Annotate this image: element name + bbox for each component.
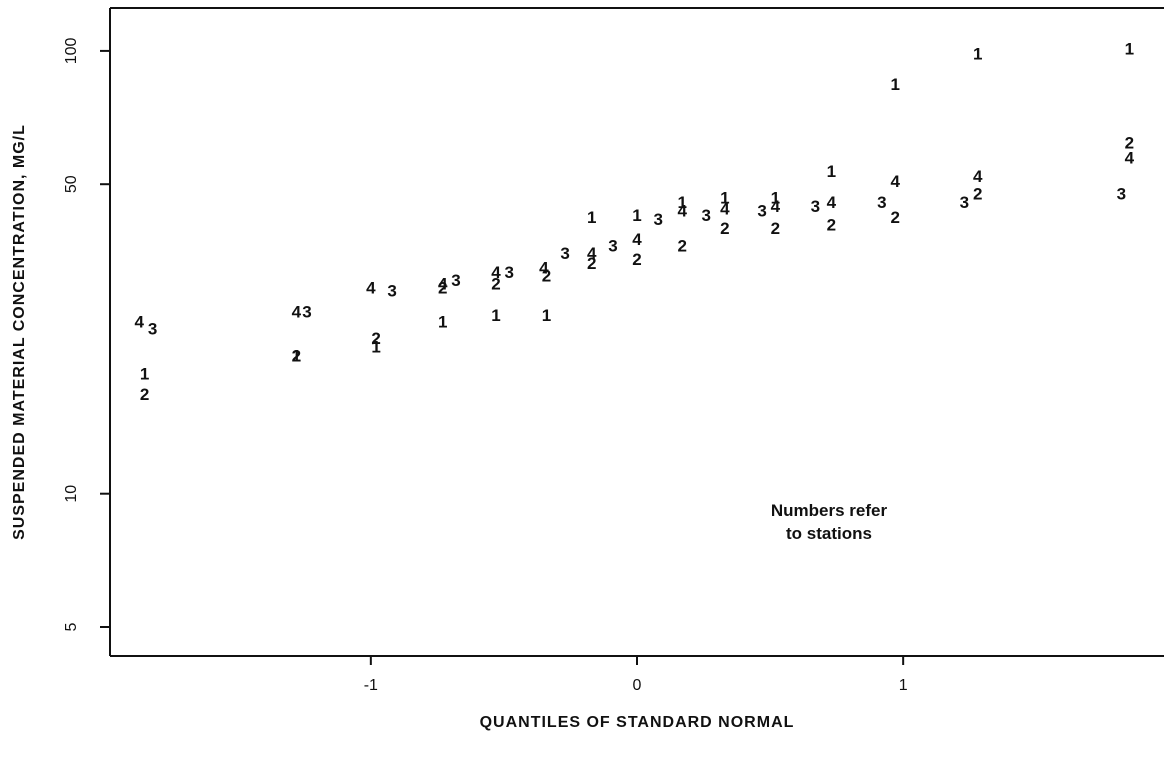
- point-station-3: 3: [302, 302, 311, 321]
- point-station-2: 2: [587, 254, 596, 273]
- point-station-1: 1: [632, 206, 641, 225]
- point-station-3: 3: [960, 193, 969, 212]
- point-station-2: 2: [438, 279, 447, 298]
- point-station-4: 4: [771, 197, 781, 216]
- point-station-1: 1: [973, 45, 982, 64]
- point-station-2: 2: [720, 219, 729, 238]
- point-station-1: 1: [587, 208, 596, 227]
- point-station-3: 3: [654, 210, 663, 229]
- point-station-3: 3: [451, 271, 460, 290]
- point-station-2: 2: [1125, 134, 1134, 153]
- point-station-2: 2: [371, 329, 380, 348]
- point-station-2: 2: [973, 184, 982, 203]
- point-station-1: 1: [890, 75, 899, 94]
- point-station-4: 4: [827, 193, 837, 212]
- point-station-4: 4: [135, 312, 145, 331]
- y-axis: 5 10 50 100: [63, 37, 110, 631]
- x-tick-label: 0: [633, 677, 642, 694]
- y-axis-title: SUSPENDED MATERIAL CONCENTRATION, MG/L: [11, 124, 28, 540]
- point-station-1: 1: [140, 364, 149, 383]
- point-station-3: 3: [877, 193, 886, 212]
- x-axis-title: QUANTILES OF STANDARD NORMAL: [480, 714, 795, 731]
- x-tick-label: 1: [899, 677, 908, 694]
- point-station-3: 3: [387, 281, 396, 300]
- point-station-4: 4: [292, 302, 302, 321]
- point-station-4: 4: [973, 167, 983, 186]
- point-station-2: 2: [140, 385, 149, 404]
- point-station-2: 2: [678, 236, 687, 255]
- point-station-2: 2: [771, 219, 780, 238]
- point-station-4: 4: [678, 202, 688, 221]
- point-station-2: 2: [827, 215, 836, 234]
- point-station-1: 1: [771, 188, 780, 207]
- point-station-1: 1: [827, 162, 836, 181]
- point-station-3: 3: [148, 320, 157, 339]
- point-station-1: 1: [371, 338, 380, 357]
- x-tick-label: -1: [364, 677, 378, 694]
- plot-frame: [109, 7, 1164, 657]
- point-station-4: 4: [587, 244, 597, 263]
- y-tick-label: 50: [63, 175, 80, 193]
- point-station-4: 4: [720, 199, 730, 218]
- point-station-4: 4: [366, 279, 376, 298]
- point-station-1: 1: [678, 193, 687, 212]
- point-station-4: 4: [1125, 148, 1135, 167]
- point-station-2: 2: [542, 267, 551, 286]
- y-tick-label: 100: [63, 37, 80, 64]
- point-station-2: 2: [632, 250, 641, 269]
- point-station-3: 3: [757, 202, 766, 221]
- point-station-1: 1: [491, 306, 500, 325]
- point-station-4: 4: [890, 172, 900, 191]
- point-station-3: 3: [560, 244, 569, 263]
- annotation-line-2: to stations: [786, 524, 872, 543]
- point-station-1: 1: [542, 306, 551, 325]
- point-station-4: 4: [539, 259, 549, 278]
- point-station-3: 3: [701, 206, 710, 225]
- point-station-3: 3: [811, 197, 820, 216]
- point-station-4: 4: [438, 275, 448, 294]
- point-station-1: 1: [292, 347, 301, 366]
- point-station-1: 1: [438, 312, 447, 331]
- annotation-line-1: Numbers refer: [771, 501, 888, 520]
- point-station-3: 3: [505, 263, 514, 282]
- point-station-2: 2: [491, 275, 500, 294]
- point-station-3: 3: [1117, 184, 1126, 203]
- x-axis: -1 0 1: [364, 656, 908, 694]
- point-station-2: 2: [890, 208, 899, 227]
- point-station-1: 1: [1125, 39, 1134, 58]
- y-tick-label: 5: [63, 622, 80, 631]
- point-station-4: 4: [491, 263, 501, 282]
- point-station-1: 1: [720, 188, 729, 207]
- point-station-4: 4: [632, 230, 642, 249]
- y-tick-label: 10: [63, 485, 80, 503]
- point-station-3: 3: [608, 236, 617, 255]
- point-station-2: 2: [292, 347, 301, 366]
